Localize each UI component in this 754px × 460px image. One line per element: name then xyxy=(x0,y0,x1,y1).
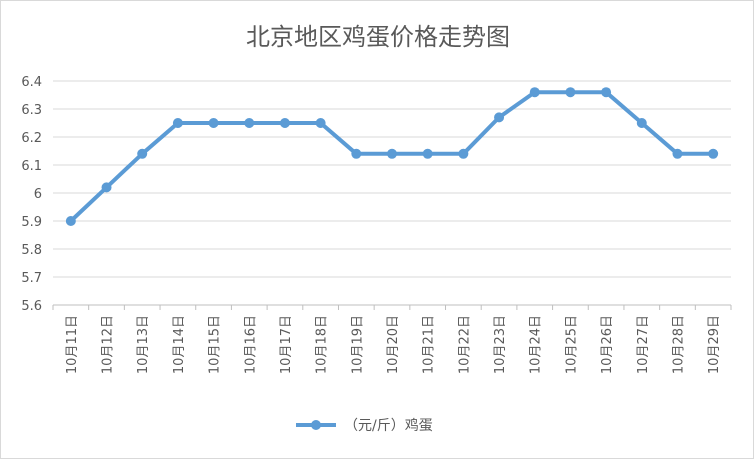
data-point xyxy=(315,118,326,128)
legend-label: （元/斤）鸡蛋 xyxy=(344,417,433,434)
x-tick-label: 10月22日 xyxy=(457,315,472,374)
x-tick-label: 10月18日 xyxy=(315,315,330,374)
data-point xyxy=(351,148,362,159)
y-tick-label: 6.3 xyxy=(21,103,42,118)
y-tick-label: 5.9 xyxy=(21,215,42,230)
x-tick-label: 10月23日 xyxy=(493,315,508,374)
data-point xyxy=(458,148,469,159)
x-axis-ticks: 10月11日 10月12日 10月13日 10月14日 10月15日 10月16日 10月1… xyxy=(52,305,732,374)
data-point xyxy=(244,118,255,128)
data-point xyxy=(387,148,397,159)
data-point xyxy=(65,216,76,226)
x-tick-label: 10月11日 xyxy=(65,315,80,374)
data-point xyxy=(494,112,505,123)
legend-swatch-marker xyxy=(311,420,321,430)
x-tick-label: 10月17日 xyxy=(279,315,294,374)
x-tick-label: 10月26日 xyxy=(600,315,615,374)
y-tick-label: 6.1 xyxy=(21,159,42,174)
x-tick-label: 10月12日 xyxy=(101,315,116,374)
data-point xyxy=(529,87,540,98)
x-tick-label: 10月24日 xyxy=(529,315,544,374)
x-tick-label: 10月15日 xyxy=(208,315,223,374)
y-tick-label: 6.4 xyxy=(21,75,42,90)
data-point xyxy=(101,182,112,193)
y-tick-label: 5.8 xyxy=(21,243,42,258)
y-axis-ticks: 5.6 5.7 5.8 5.9 6 6.1 6.2 6.3 6.4 xyxy=(21,75,42,314)
x-tick-label: 10月21日 xyxy=(422,315,437,374)
y-tick-label: 5.7 xyxy=(21,271,42,286)
data-point xyxy=(279,118,290,128)
data-point xyxy=(172,118,183,128)
gridlines xyxy=(53,80,731,306)
data-point xyxy=(565,87,576,98)
x-tick-label: 10月25日 xyxy=(564,315,579,374)
x-tick-label: 10月16日 xyxy=(243,315,258,374)
chart-title: 北京地区鸡蛋价格走势图 xyxy=(246,23,510,51)
data-point xyxy=(636,118,647,128)
y-tick-label: 5.6 xyxy=(21,299,42,314)
x-tick-label: 10月20日 xyxy=(386,315,401,374)
data-point xyxy=(422,148,433,159)
legend: （元/斤）鸡蛋 xyxy=(296,417,433,434)
x-tick-label: 10月28日 xyxy=(671,315,686,374)
x-tick-label: 10月19日 xyxy=(350,315,365,374)
x-tick-label: 10月14日 xyxy=(172,315,187,374)
x-tick-label: 10月27日 xyxy=(636,315,651,374)
data-point xyxy=(601,87,612,98)
y-tick-label: 6.2 xyxy=(21,131,42,146)
data-point xyxy=(708,148,719,159)
data-point xyxy=(672,148,683,159)
y-tick-label: 6 xyxy=(34,187,42,202)
data-point xyxy=(208,118,219,128)
data-point xyxy=(137,148,148,159)
series-line xyxy=(65,87,719,226)
x-tick-label: 10月13日 xyxy=(136,315,151,374)
x-tick-label: 10月29日 xyxy=(707,315,722,374)
